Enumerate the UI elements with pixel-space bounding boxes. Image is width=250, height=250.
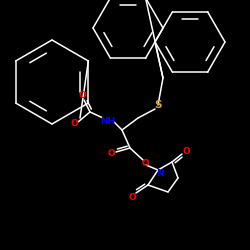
Text: O: O <box>182 146 190 156</box>
Text: O: O <box>70 120 78 128</box>
Text: O: O <box>78 90 86 100</box>
Text: O: O <box>107 150 115 158</box>
Text: N: N <box>156 170 164 178</box>
Text: O: O <box>128 192 136 202</box>
Text: NH: NH <box>100 116 116 126</box>
Text: O: O <box>141 160 149 168</box>
Text: S: S <box>154 100 162 110</box>
